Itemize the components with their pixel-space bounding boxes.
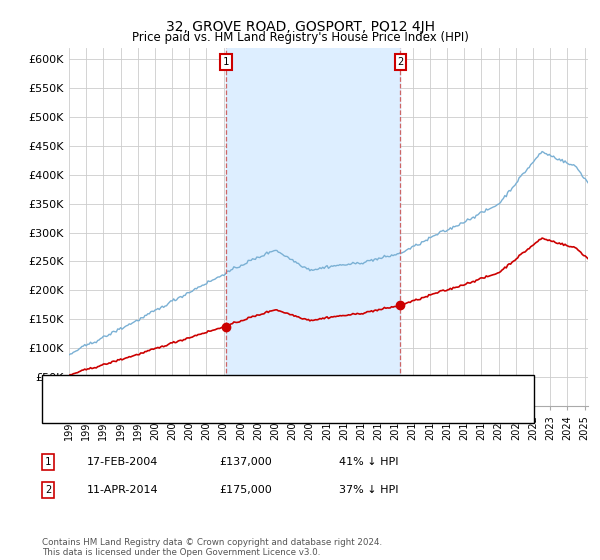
- Text: 2: 2: [45, 485, 51, 495]
- Text: HPI: Average price, detached house, Gosport: HPI: Average price, detached house, Gosp…: [90, 406, 325, 416]
- Text: 1: 1: [223, 57, 229, 67]
- Text: ——: ——: [54, 382, 79, 395]
- Text: 37% ↓ HPI: 37% ↓ HPI: [339, 485, 398, 495]
- Bar: [226, 48, 400, 406]
- Text: 32, GROVE ROAD, GOSPORT, PO12 4JH: 32, GROVE ROAD, GOSPORT, PO12 4JH: [166, 20, 434, 34]
- Text: 11-APR-2014: 11-APR-2014: [87, 485, 158, 495]
- Text: 1: 1: [45, 457, 51, 467]
- Text: Contains HM Land Registry data © Crown copyright and database right 2024.
This d: Contains HM Land Registry data © Crown c…: [42, 538, 382, 557]
- Text: 41% ↓ HPI: 41% ↓ HPI: [339, 457, 398, 467]
- Text: £175,000: £175,000: [219, 485, 272, 495]
- Text: £137,000: £137,000: [219, 457, 272, 467]
- Text: 32, GROVE ROAD, GOSPORT, PO12 4JH (detached house): 32, GROVE ROAD, GOSPORT, PO12 4JH (detac…: [90, 384, 387, 394]
- Text: ——: ——: [54, 404, 79, 417]
- Text: Price paid vs. HM Land Registry's House Price Index (HPI): Price paid vs. HM Land Registry's House …: [131, 31, 469, 44]
- Text: 17-FEB-2004: 17-FEB-2004: [87, 457, 158, 467]
- Text: 2: 2: [397, 57, 403, 67]
